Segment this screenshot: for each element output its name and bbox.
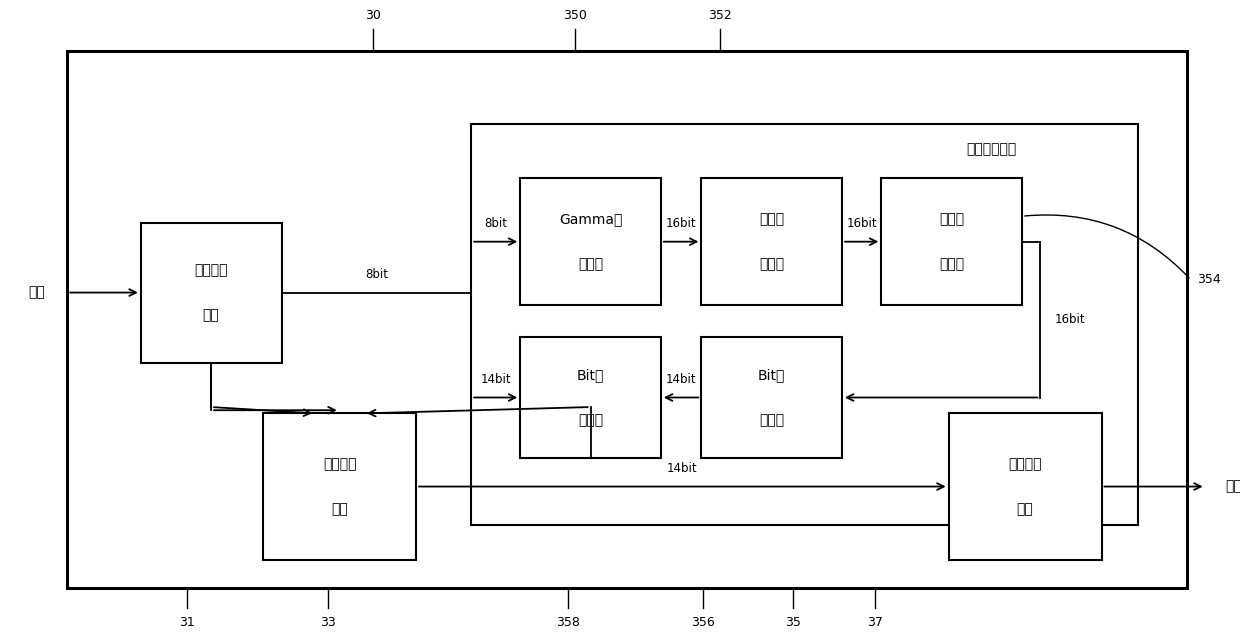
- Text: 数据接收: 数据接收: [195, 263, 228, 277]
- Text: 35: 35: [785, 616, 801, 628]
- Text: Bit优: Bit优: [758, 368, 785, 382]
- Text: 模块: 模块: [1017, 502, 1033, 516]
- Text: 37: 37: [867, 616, 883, 628]
- Text: 14bit: 14bit: [667, 462, 698, 475]
- Text: 其它校: 其它校: [939, 212, 965, 226]
- Text: 显示驱动: 显示驱动: [1008, 457, 1042, 471]
- Text: 排线: 排线: [1225, 480, 1240, 494]
- Bar: [949, 413, 1101, 560]
- Text: 30: 30: [366, 10, 381, 22]
- Text: 化模块: 化模块: [759, 413, 784, 427]
- Text: 16bit: 16bit: [666, 218, 697, 230]
- Text: 352: 352: [708, 10, 732, 22]
- Text: 模块: 模块: [203, 308, 219, 322]
- Text: 模块: 模块: [331, 502, 348, 516]
- Text: 正模块: 正模块: [578, 257, 603, 271]
- Text: 数据转换模块: 数据转换模块: [966, 142, 1017, 156]
- Text: 离模块: 离模块: [578, 413, 603, 427]
- Text: Gamma校: Gamma校: [559, 212, 622, 226]
- Bar: [67, 51, 1187, 588]
- Bar: [471, 124, 1138, 525]
- Text: 网线: 网线: [29, 286, 45, 300]
- Text: 8bit: 8bit: [484, 218, 507, 230]
- Text: 350: 350: [563, 10, 588, 22]
- Text: 存储控制: 存储控制: [322, 457, 356, 471]
- Text: 14bit: 14bit: [480, 373, 511, 386]
- Bar: [263, 413, 417, 560]
- Text: 354: 354: [1197, 273, 1220, 286]
- Bar: [882, 178, 1022, 305]
- Text: 8bit: 8bit: [365, 268, 388, 281]
- Text: 亮度校: 亮度校: [759, 212, 784, 226]
- Text: 358: 358: [556, 616, 580, 628]
- Text: Bit分: Bit分: [577, 368, 604, 382]
- Text: 正模块: 正模块: [939, 257, 965, 271]
- Text: 356: 356: [691, 616, 714, 628]
- Text: 33: 33: [320, 616, 336, 628]
- Bar: [141, 223, 281, 363]
- Bar: [702, 337, 842, 458]
- Text: 正模块: 正模块: [759, 257, 784, 271]
- Bar: [702, 178, 842, 305]
- Text: 31: 31: [180, 616, 195, 628]
- Bar: [520, 337, 661, 458]
- Text: 16bit: 16bit: [1055, 313, 1086, 326]
- Bar: [520, 178, 661, 305]
- Text: 14bit: 14bit: [666, 373, 697, 386]
- Text: 16bit: 16bit: [847, 218, 877, 230]
